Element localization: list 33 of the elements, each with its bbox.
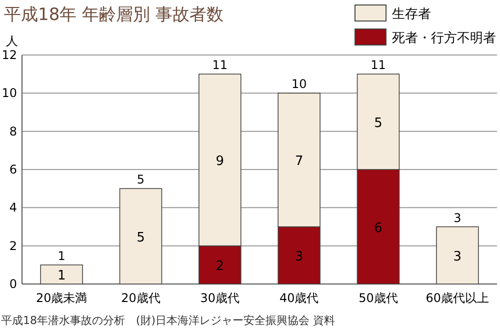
value-label: 3 <box>453 249 462 264</box>
xtick: 20歳未満 <box>36 291 88 305</box>
value-label: 7 <box>294 154 304 169</box>
value-label: 3 <box>294 249 304 264</box>
value-label: 5 <box>136 230 145 246</box>
xtick: 20歳代 <box>121 291 160 305</box>
value-label: 2 <box>216 258 224 274</box>
ytick: 12 <box>2 48 17 62</box>
legend-label: 生存者 <box>392 7 431 22</box>
total: 11 <box>212 58 228 72</box>
total: 11 <box>370 58 386 72</box>
ytick: 8 <box>9 124 17 138</box>
xtick: 60歳代以上 <box>426 291 490 305</box>
value-label: 1 <box>57 268 66 284</box>
ytick: 0 <box>9 277 17 291</box>
ytick: 6 <box>9 162 17 176</box>
value-label: 5 <box>374 116 382 131</box>
title: 平成18年 年齢層別 事故者数 <box>4 5 224 25</box>
total: 3 <box>454 210 462 225</box>
xtick: 50歳代 <box>358 291 398 305</box>
annotation: 平成18年潜水事故の分析 (財)日本海洋レジャー安全振興協会 資料 <box>1 314 336 327</box>
xtick: 30歳代 <box>200 291 240 305</box>
total: 1 <box>58 248 66 263</box>
ytick: 4 <box>9 200 17 215</box>
total: 5 <box>136 172 145 187</box>
total: 10 <box>291 77 307 92</box>
ytick: 2 <box>9 238 17 253</box>
value-label: 6 <box>374 220 382 236</box>
value-label: 9 <box>216 154 224 169</box>
legend-label: 死者・行方不明者 <box>392 31 496 46</box>
ylabel: 人 <box>6 34 18 48</box>
xtick: 40歳代 <box>279 291 319 305</box>
ytick: 10 <box>2 86 17 100</box>
